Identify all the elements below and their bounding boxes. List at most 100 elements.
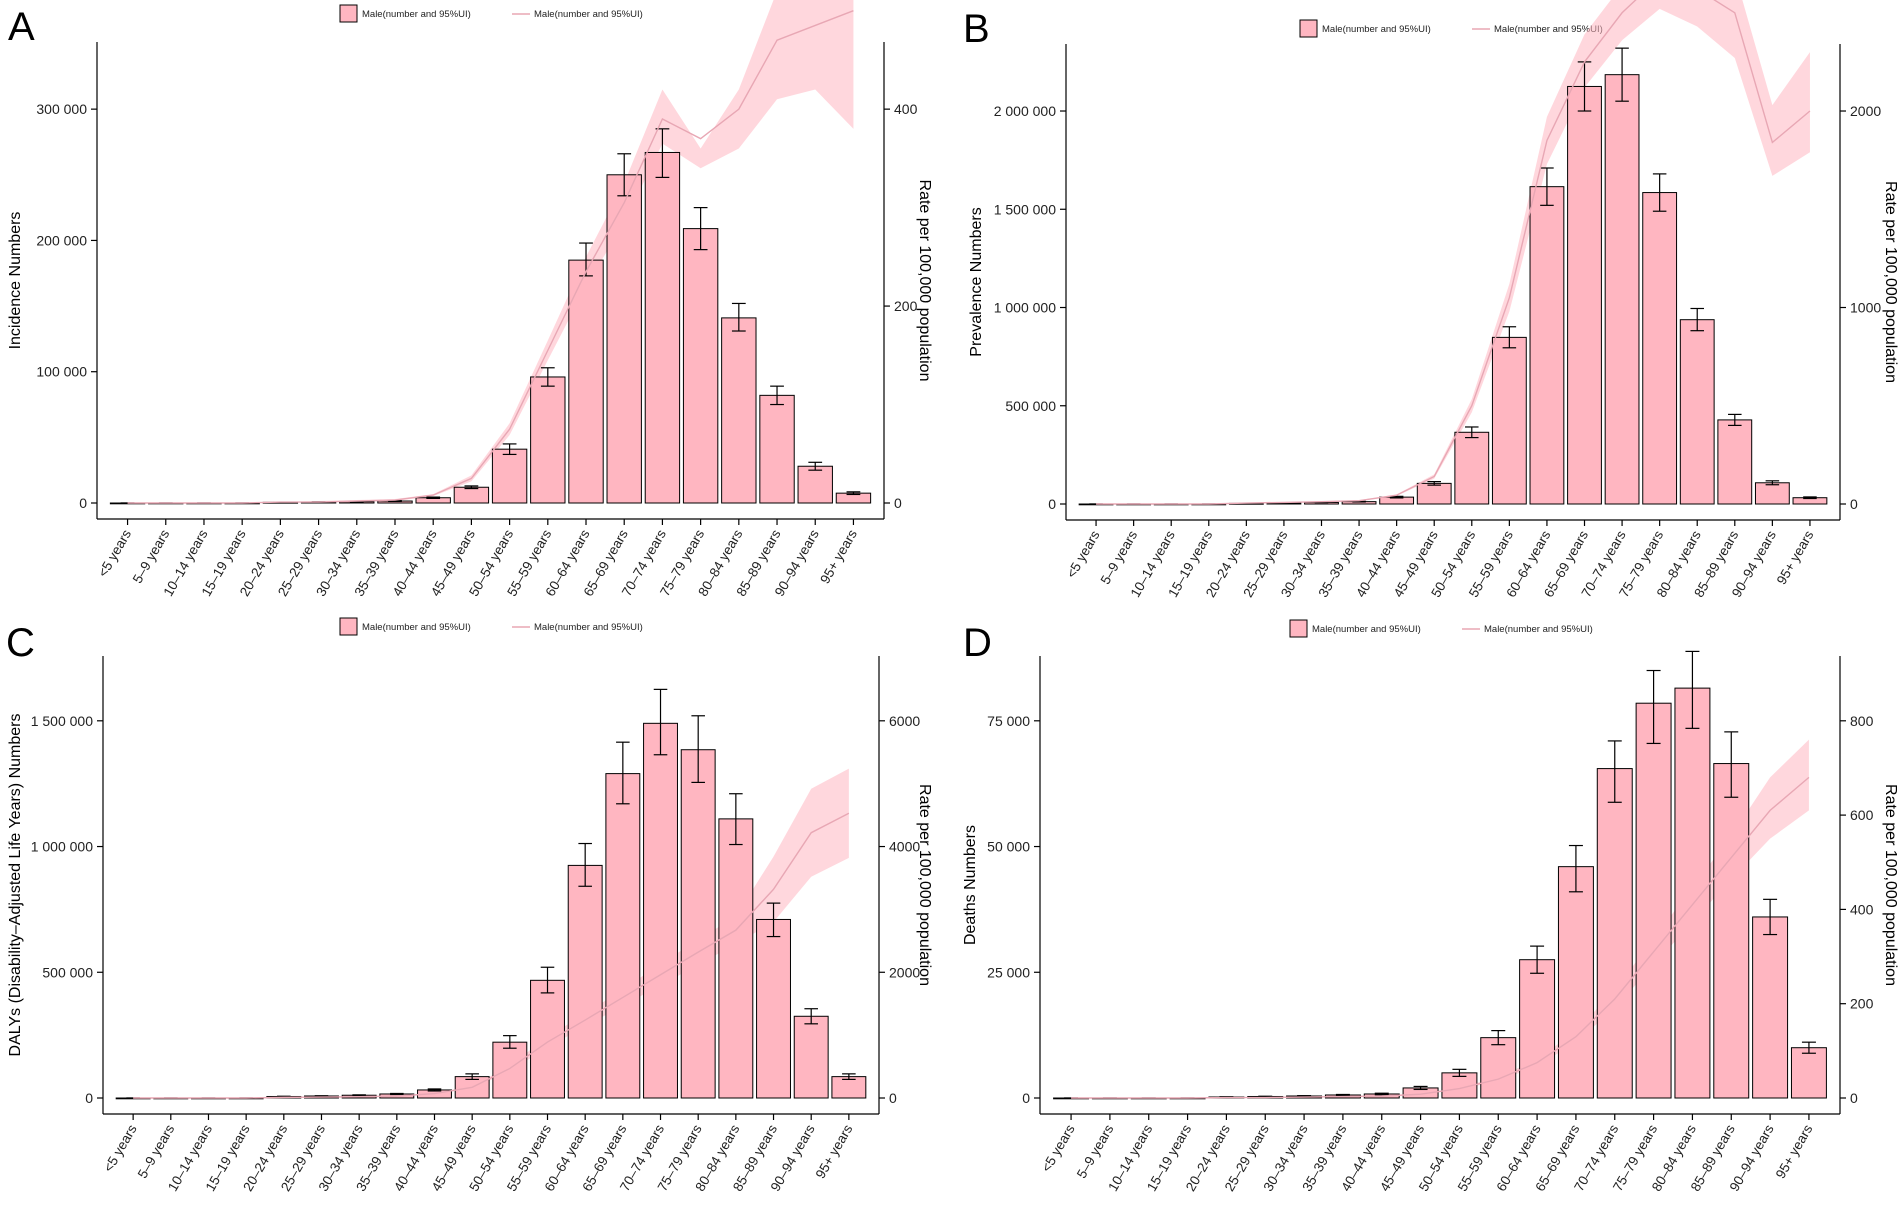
rate-uncertainty-band	[127, 0, 854, 503]
right-tick-label: 6000	[889, 713, 920, 729]
legend-line-label: Male(number and 95%UI)	[534, 622, 643, 633]
error-bar-10	[502, 443, 517, 456]
rate-line	[127, 10, 854, 504]
panel-letter: B	[963, 7, 990, 51]
error-bar-19	[1801, 1041, 1816, 1054]
x-tick-label: 95+ years	[1774, 528, 1817, 587]
bar-16	[721, 317, 757, 504]
bar-12	[1529, 186, 1565, 505]
right-tick-label: 400	[1850, 901, 1874, 917]
bar-9	[453, 486, 490, 504]
error-bar-5	[314, 1095, 329, 1097]
legend-bar-swatch	[339, 617, 358, 636]
bar-12	[1519, 959, 1556, 1099]
x-tick-label: 95+ years	[813, 1122, 856, 1181]
bar-18	[1752, 916, 1789, 1099]
error-bar-18	[804, 1008, 818, 1025]
bar-9	[1416, 482, 1452, 505]
legend-bar-label: Male(number and 95%UI)	[362, 622, 471, 633]
legend-line-label: Male(number and 95%UI)	[1494, 24, 1603, 35]
x-tick-label: 95+ years	[1773, 1122, 1816, 1181]
error-bar-7	[1335, 1093, 1350, 1097]
panel-letter: D	[963, 621, 992, 665]
error-bar-13	[1568, 844, 1583, 893]
left-tick-label: 500 000	[1005, 398, 1056, 414]
y-axis-title-right: Rate per 100,000 population	[916, 180, 933, 382]
x-tick-label: 5–9 years	[1098, 528, 1141, 587]
left-tick-label: 50 000	[987, 839, 1030, 855]
y-axis-title: Incidence Numbers	[7, 212, 24, 350]
legend-bar-swatch	[1289, 619, 1308, 638]
legend: Male(number and 95%UI) Male(number and 95…	[339, 617, 643, 636]
bar-12	[567, 864, 603, 1099]
panel-d: D Male(number and 95%UI) Male(number and 9…	[962, 619, 1899, 1194]
bar-17	[1717, 419, 1753, 505]
error-bar-9	[1413, 1085, 1428, 1091]
legend-bar-swatch	[339, 4, 358, 23]
error-bar-11	[1491, 1030, 1506, 1046]
bar-10	[492, 1041, 528, 1099]
error-bar-19	[1803, 496, 1817, 500]
x-tick-label: <5 years	[1039, 1122, 1078, 1175]
bar-11	[530, 979, 565, 1099]
panel-a: A Male(number and 95%UI) Male(number and 9…	[7, 0, 933, 599]
error-bar-15	[1652, 173, 1667, 212]
error-bar-11	[540, 966, 555, 994]
error-bar-18	[1765, 480, 1780, 486]
error-bar-18	[808, 461, 823, 471]
y-axis-title: Prevalence Numbers	[968, 207, 985, 356]
bar-16	[1679, 319, 1715, 505]
error-bar-12	[1540, 167, 1554, 206]
right-tick-label: 400	[894, 101, 918, 117]
error-bar-17	[766, 902, 781, 938]
bar-15	[680, 749, 716, 1099]
y-axis-title: Deaths Numbers	[962, 825, 979, 945]
bar-12	[568, 259, 604, 504]
bar-18	[793, 1015, 829, 1099]
right-tick-label: 200	[894, 298, 918, 314]
legend: Male(number and 95%UI) Male(number and 95…	[339, 4, 643, 23]
error-bar-10	[1465, 426, 1479, 439]
bar-14	[643, 722, 678, 1099]
panel-b: B Male(number and 95%UI) Male(number and 9…	[963, 0, 1899, 600]
error-bar-17	[1728, 413, 1742, 427]
bar-11	[1480, 1037, 1517, 1099]
left-tick-label: 0	[1022, 1090, 1030, 1106]
legend-bar-label: Male(number and 95%UI)	[1312, 624, 1421, 635]
left-tick-label: 0	[1048, 496, 1056, 512]
axes	[102, 656, 880, 1115]
right-tick-label: 2000	[1850, 103, 1881, 119]
bar-19	[1790, 1047, 1827, 1099]
left-tick-label: 200 000	[36, 232, 87, 248]
bar-16	[718, 818, 754, 1099]
y-axis-title: DALYs (Disability–Adjusted Life Years) N…	[7, 714, 24, 1057]
x-tick-label: <5 years	[1064, 528, 1103, 581]
error-bar-13	[616, 741, 630, 805]
error-bar-5	[1258, 1095, 1273, 1098]
rate-line	[1071, 776, 1810, 1099]
left-tick-label: 25 000	[987, 964, 1030, 980]
y-axis-title-right: Rate per 100,000 population	[1882, 784, 1899, 986]
bar-11	[1491, 336, 1527, 505]
axes	[1065, 44, 1841, 521]
panel-letter: A	[8, 5, 35, 49]
error-bar-16	[731, 302, 746, 332]
left-tick-label: 1 500 000	[31, 713, 93, 729]
error-bar-11	[540, 367, 555, 387]
bar-10	[491, 448, 528, 504]
error-bar-6	[352, 1094, 366, 1097]
bar-15	[1635, 702, 1672, 1099]
right-tick-label: 800	[1850, 713, 1874, 729]
left-tick-label: 2 000 000	[994, 103, 1056, 119]
legend-line-label: Male(number and 95%UI)	[534, 9, 643, 20]
bar-13	[1557, 866, 1594, 1099]
error-bar-8	[1374, 1092, 1389, 1096]
error-bar-14	[1607, 740, 1622, 803]
x-tick-label: 5–9 years	[135, 1122, 178, 1181]
left-tick-label: 0	[79, 495, 87, 511]
bar-10	[1454, 431, 1490, 505]
bar-17	[759, 394, 795, 504]
right-tick-label: 0	[894, 495, 902, 511]
x-tick-label: 5–9 years	[130, 527, 173, 586]
panel-c: C Male(number and 95%UI) Male(number and 9…	[6, 617, 933, 1194]
